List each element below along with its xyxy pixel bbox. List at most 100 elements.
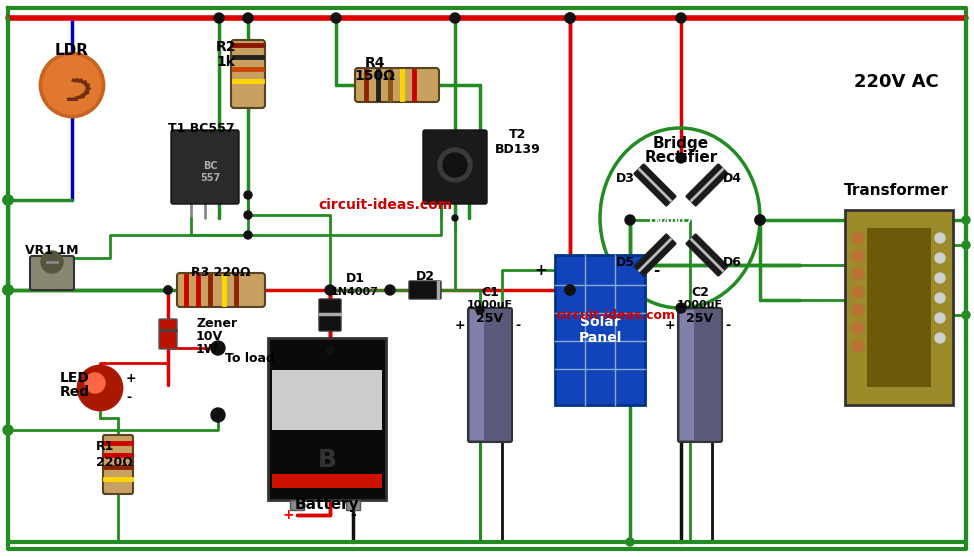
Circle shape (852, 250, 864, 262)
Circle shape (626, 216, 634, 224)
Circle shape (43, 56, 101, 114)
FancyBboxPatch shape (346, 500, 360, 510)
Circle shape (852, 232, 864, 244)
FancyBboxPatch shape (470, 310, 484, 440)
FancyBboxPatch shape (355, 68, 439, 102)
Circle shape (326, 286, 334, 294)
Text: -: - (126, 392, 131, 404)
Text: 150Ω: 150Ω (355, 69, 395, 83)
FancyBboxPatch shape (634, 234, 676, 276)
Text: +: + (126, 372, 136, 384)
Circle shape (625, 215, 635, 225)
FancyBboxPatch shape (409, 281, 441, 299)
Circle shape (438, 148, 472, 182)
Text: R1: R1 (96, 441, 114, 453)
Text: D6: D6 (723, 256, 741, 268)
Circle shape (41, 251, 63, 273)
Text: Battery: Battery (295, 497, 359, 512)
FancyBboxPatch shape (159, 319, 177, 349)
FancyBboxPatch shape (686, 164, 728, 206)
Text: 1W: 1W (196, 343, 218, 355)
FancyBboxPatch shape (177, 273, 265, 307)
Text: D4: D4 (723, 172, 741, 184)
Circle shape (852, 322, 864, 334)
Circle shape (385, 285, 395, 295)
Text: 1000uF: 1000uF (677, 300, 723, 310)
Text: 10V: 10V (196, 330, 223, 343)
Circle shape (443, 153, 467, 177)
FancyBboxPatch shape (231, 40, 265, 108)
Circle shape (244, 231, 252, 239)
FancyBboxPatch shape (678, 308, 722, 442)
Circle shape (211, 341, 225, 355)
Circle shape (325, 285, 335, 295)
Circle shape (565, 285, 575, 295)
Text: Zener: Zener (196, 316, 237, 330)
Circle shape (626, 538, 634, 546)
Circle shape (85, 373, 105, 393)
FancyBboxPatch shape (423, 130, 487, 204)
Circle shape (676, 303, 686, 313)
FancyBboxPatch shape (319, 299, 341, 331)
Text: D3: D3 (616, 172, 634, 184)
Circle shape (676, 13, 686, 23)
Text: -: - (653, 262, 659, 277)
Circle shape (852, 340, 864, 352)
Circle shape (3, 195, 13, 205)
Circle shape (164, 286, 172, 294)
Text: Solar
Panel: Solar Panel (579, 315, 621, 345)
Text: circuit-ideas.com: circuit-ideas.com (555, 309, 675, 321)
Text: R2: R2 (216, 40, 237, 54)
Text: To load: To load (225, 351, 275, 364)
Circle shape (164, 286, 172, 294)
Text: Rectifier: Rectifier (645, 149, 718, 164)
Circle shape (565, 285, 575, 295)
Circle shape (852, 286, 864, 298)
Circle shape (3, 425, 13, 435)
Text: +: + (282, 508, 294, 522)
Text: Bridge: Bridge (653, 135, 709, 150)
FancyBboxPatch shape (686, 234, 728, 276)
Text: -: - (350, 508, 356, 522)
Circle shape (3, 285, 13, 295)
Text: 220Ω: 220Ω (96, 456, 132, 468)
Text: LED: LED (60, 371, 90, 385)
Circle shape (852, 268, 864, 280)
FancyBboxPatch shape (468, 308, 512, 442)
Circle shape (214, 13, 224, 23)
Circle shape (935, 233, 945, 243)
Circle shape (40, 53, 104, 117)
Text: R3 220Ω: R3 220Ω (191, 266, 250, 278)
FancyBboxPatch shape (290, 500, 304, 510)
Text: -: - (515, 319, 520, 331)
Text: 1000uF: 1000uF (467, 300, 513, 310)
FancyBboxPatch shape (272, 474, 382, 488)
Circle shape (450, 13, 460, 23)
Text: T1 BC557: T1 BC557 (168, 121, 235, 134)
Text: 1N4007 X 4: 1N4007 X 4 (647, 217, 715, 227)
FancyBboxPatch shape (634, 164, 676, 206)
Text: LDR: LDR (55, 42, 89, 57)
FancyBboxPatch shape (680, 310, 694, 440)
Circle shape (935, 293, 945, 303)
FancyBboxPatch shape (845, 210, 953, 405)
Circle shape (962, 311, 970, 319)
FancyBboxPatch shape (867, 228, 931, 387)
Circle shape (326, 346, 334, 354)
Text: T2
BD139: T2 BD139 (495, 128, 541, 156)
Text: D1: D1 (346, 271, 364, 285)
Circle shape (78, 366, 122, 410)
Circle shape (244, 191, 252, 199)
Text: 25V: 25V (687, 311, 714, 325)
Text: +: + (535, 262, 547, 277)
Text: D5: D5 (616, 256, 634, 268)
FancyBboxPatch shape (268, 338, 386, 500)
Circle shape (452, 215, 458, 221)
Circle shape (211, 408, 225, 422)
Circle shape (962, 216, 970, 224)
Text: 220V AC: 220V AC (853, 73, 938, 91)
Text: BC
557: BC 557 (200, 161, 220, 183)
Circle shape (755, 215, 765, 225)
Circle shape (3, 285, 13, 295)
Circle shape (3, 285, 13, 295)
